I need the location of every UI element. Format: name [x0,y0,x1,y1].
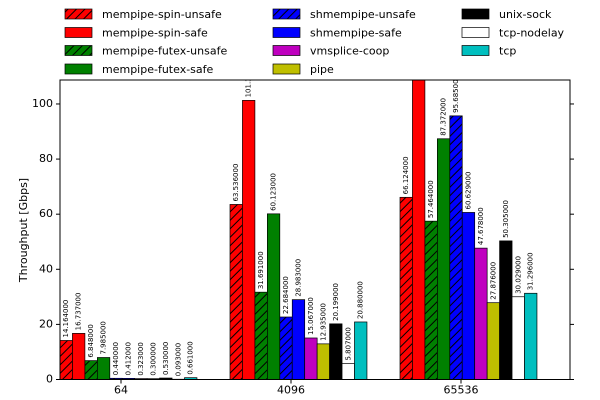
value-label: 0.530000 [162,342,170,375]
value-label: 60.629000 [464,172,472,210]
bar [316,343,330,380]
value-label: 20.880000 [357,281,365,319]
legend-label: unix-sock [499,8,552,21]
legend-swatch [64,63,93,75]
bar [96,357,111,380]
legend-label: mempipe-spin-unsafe [102,8,222,21]
legend-label: mempipe-spin-safe [102,27,208,40]
legend-label: tcp [499,45,516,58]
value-label: 12.935000 [319,303,327,341]
value-label: 101.3 [245,77,253,97]
value-label: 63.536000 [232,164,240,202]
legend-swatch [272,27,301,38]
legend-label: mempipe-futex-unsafe [102,45,227,58]
legend-swatch [272,63,301,75]
value-label: 47.678000 [477,207,485,245]
bar [399,196,413,380]
value-label: 87.372000 [440,98,448,136]
value-label: 0.323000 [137,342,145,375]
value-label: 27.876000 [489,262,497,300]
y-tick-label: 20 [39,317,53,330]
x-tick-label: 65536 [444,384,479,397]
bar [304,337,318,380]
legend-label: pipe [310,63,334,76]
bar [291,299,306,380]
value-label: 50.305000 [502,200,510,238]
bar [329,323,343,380]
value-label: 6.848000 [87,324,95,357]
y-tick-label: 40 [39,262,53,275]
bar [511,296,525,380]
y-tick-label: 60 [39,207,53,220]
bar [341,363,355,380]
x-tick-label: 4096 [277,384,305,397]
value-label: 66.124000 [402,156,410,194]
bar [437,138,451,380]
bar [60,340,73,380]
bar [524,292,538,380]
value-label: 0.093000 [174,343,182,376]
legend-label: vmsplice-coop [310,45,389,58]
value-label: 0.661000 [187,341,195,374]
bar [72,333,86,380]
legend-swatch [64,27,93,38]
value-label: 20.199000 [332,283,340,321]
bar [474,247,488,380]
value-label: 0.440000 [112,342,120,375]
bar [159,377,173,380]
value-label: 57.464000 [427,180,435,218]
plot-frame [59,79,571,380]
bar [412,80,426,380]
y-tick-label: 0 [46,373,53,386]
bar [254,291,268,380]
legend-swatch [272,45,301,56]
legend-swatch [64,8,93,20]
bar [242,100,256,380]
legend-swatch [64,45,93,56]
legend-label: shmempipe-unsafe [310,8,416,21]
value-label: 95.685000 [452,75,460,113]
bar [424,220,438,380]
value-label: 30.029000 [514,256,522,294]
value-label: 31.691000 [257,251,265,289]
bar [354,321,368,380]
value-label: 16.737000 [75,293,83,331]
value-label: 31.296000 [527,252,535,290]
value-label: 60.123000 [270,173,278,211]
bar [461,212,476,380]
value-label: 22.684000 [282,276,290,314]
value-label: 14.164000 [62,300,70,338]
value-label: 28.983000 [294,259,302,297]
bar [449,115,463,380]
y-tick-label: 80 [39,152,53,165]
value-label: 0.412000 [124,342,132,375]
value-labels: 14.164000 16.737000 6.848000 7.985000 0.4400… [62,75,535,376]
legend-label: mempipe-futex-safe [102,63,214,76]
legend-swatch [461,45,490,56]
bar [84,360,98,380]
value-label: 0.300000 [149,342,157,375]
legend-label: tcp-nodelay [499,27,565,40]
legend-label: shmempipe-safe [310,27,402,40]
bars [60,80,538,380]
bar [486,302,500,380]
legend-swatch [461,8,490,20]
y-tick-label: 100 [32,97,53,110]
value-label: 7.985000 [100,321,108,354]
value-label: 15.067000 [307,297,315,335]
y-axis-label: Throughput [Gbps] [17,178,30,283]
legend-swatch [272,8,301,20]
legend-swatch [461,27,490,38]
bar [499,240,513,380]
bar [279,316,293,380]
bar [267,213,281,380]
value-label: 5.807000 [344,327,352,360]
bar [229,204,243,380]
x-tick-label: 64 [114,384,128,397]
